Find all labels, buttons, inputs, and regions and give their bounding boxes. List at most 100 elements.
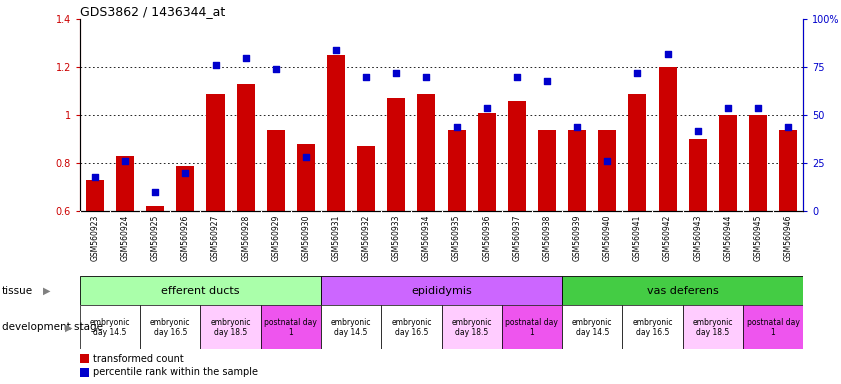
Text: embryonic
day 14.5: embryonic day 14.5: [90, 318, 130, 337]
Text: GSM560926: GSM560926: [181, 214, 190, 261]
Text: GSM560945: GSM560945: [754, 214, 763, 261]
Text: efferent ducts: efferent ducts: [161, 286, 240, 296]
Bar: [116, 156, 134, 211]
Text: GSM560929: GSM560929: [272, 214, 280, 261]
Point: [450, 124, 463, 130]
Text: postnatal day
1: postnatal day 1: [505, 318, 558, 337]
Bar: [387, 98, 405, 211]
Text: ▶: ▶: [43, 286, 50, 296]
Text: epididymis: epididymis: [411, 286, 472, 296]
Text: GSM560932: GSM560932: [362, 214, 371, 261]
Text: embryonic
day 16.5: embryonic day 16.5: [632, 318, 673, 337]
Bar: [719, 115, 737, 211]
Point: [540, 78, 553, 84]
Point: [510, 74, 524, 80]
Bar: [236, 84, 255, 211]
Bar: [146, 206, 164, 211]
Point: [751, 104, 764, 111]
Text: embryonic
day 16.5: embryonic day 16.5: [150, 318, 191, 337]
Text: GDS3862 / 1436344_at: GDS3862 / 1436344_at: [80, 5, 225, 18]
Point: [389, 70, 403, 76]
Point: [600, 158, 614, 164]
Text: postnatal day
1: postnatal day 1: [264, 318, 317, 337]
Text: GSM560940: GSM560940: [603, 214, 611, 261]
Bar: [417, 94, 436, 211]
Bar: [80, 368, 89, 377]
Text: embryonic
day 14.5: embryonic day 14.5: [331, 318, 372, 337]
Bar: [689, 139, 706, 211]
Point: [269, 66, 283, 72]
Bar: [327, 55, 345, 211]
Point: [721, 104, 734, 111]
Text: GSM560928: GSM560928: [241, 214, 250, 261]
Text: GSM560934: GSM560934: [422, 214, 431, 261]
Bar: [743, 305, 803, 349]
Bar: [80, 276, 321, 305]
Text: GSM560941: GSM560941: [633, 214, 642, 261]
Text: GSM560923: GSM560923: [91, 214, 99, 261]
Point: [209, 62, 222, 68]
Bar: [683, 305, 743, 349]
Bar: [628, 94, 647, 211]
Text: GSM560946: GSM560946: [784, 214, 792, 261]
Text: ▶: ▶: [66, 322, 72, 333]
Bar: [177, 166, 194, 211]
Text: GSM560936: GSM560936: [482, 214, 491, 261]
Text: GSM560935: GSM560935: [452, 214, 461, 261]
Text: GSM560939: GSM560939: [573, 214, 582, 261]
Text: development stage: development stage: [2, 322, 103, 333]
Bar: [140, 305, 200, 349]
Bar: [622, 305, 683, 349]
Point: [570, 124, 584, 130]
Bar: [321, 276, 562, 305]
Point: [88, 174, 102, 180]
Bar: [508, 101, 526, 211]
Text: transformed count: transformed count: [93, 354, 183, 364]
Point: [178, 170, 192, 176]
Bar: [357, 146, 375, 211]
Bar: [86, 180, 104, 211]
Text: vas deferens: vas deferens: [647, 286, 718, 296]
Bar: [80, 354, 89, 363]
Point: [631, 70, 644, 76]
Text: GSM560933: GSM560933: [392, 214, 401, 261]
Point: [149, 189, 162, 195]
Bar: [381, 305, 442, 349]
Point: [661, 51, 674, 57]
Bar: [598, 129, 616, 211]
Bar: [200, 305, 261, 349]
Bar: [261, 305, 321, 349]
Text: GSM560924: GSM560924: [120, 214, 130, 261]
Text: GSM560942: GSM560942: [663, 214, 672, 261]
Point: [691, 127, 705, 134]
Text: GSM560931: GSM560931: [331, 214, 341, 261]
Text: GSM560943: GSM560943: [693, 214, 702, 261]
Text: embryonic
day 18.5: embryonic day 18.5: [210, 318, 251, 337]
Bar: [659, 67, 676, 211]
Bar: [748, 115, 767, 211]
Bar: [502, 305, 562, 349]
Bar: [562, 305, 622, 349]
Point: [119, 158, 132, 164]
Bar: [562, 276, 803, 305]
Text: GSM560930: GSM560930: [301, 214, 310, 261]
Text: GSM560938: GSM560938: [542, 214, 552, 261]
Bar: [321, 305, 381, 349]
Text: GSM560944: GSM560944: [723, 214, 733, 261]
Point: [480, 104, 494, 111]
Text: postnatal day
1: postnatal day 1: [747, 318, 800, 337]
Point: [420, 74, 433, 80]
Bar: [568, 129, 586, 211]
Text: GSM560937: GSM560937: [512, 214, 521, 261]
Bar: [206, 94, 225, 211]
Bar: [267, 129, 285, 211]
Text: embryonic
day 18.5: embryonic day 18.5: [452, 318, 492, 337]
Text: GSM560925: GSM560925: [151, 214, 160, 261]
Text: percentile rank within the sample: percentile rank within the sample: [93, 367, 257, 377]
Bar: [80, 305, 140, 349]
Point: [330, 47, 343, 53]
Text: tissue: tissue: [2, 286, 33, 296]
Point: [239, 55, 252, 61]
Point: [359, 74, 373, 80]
Bar: [447, 129, 466, 211]
